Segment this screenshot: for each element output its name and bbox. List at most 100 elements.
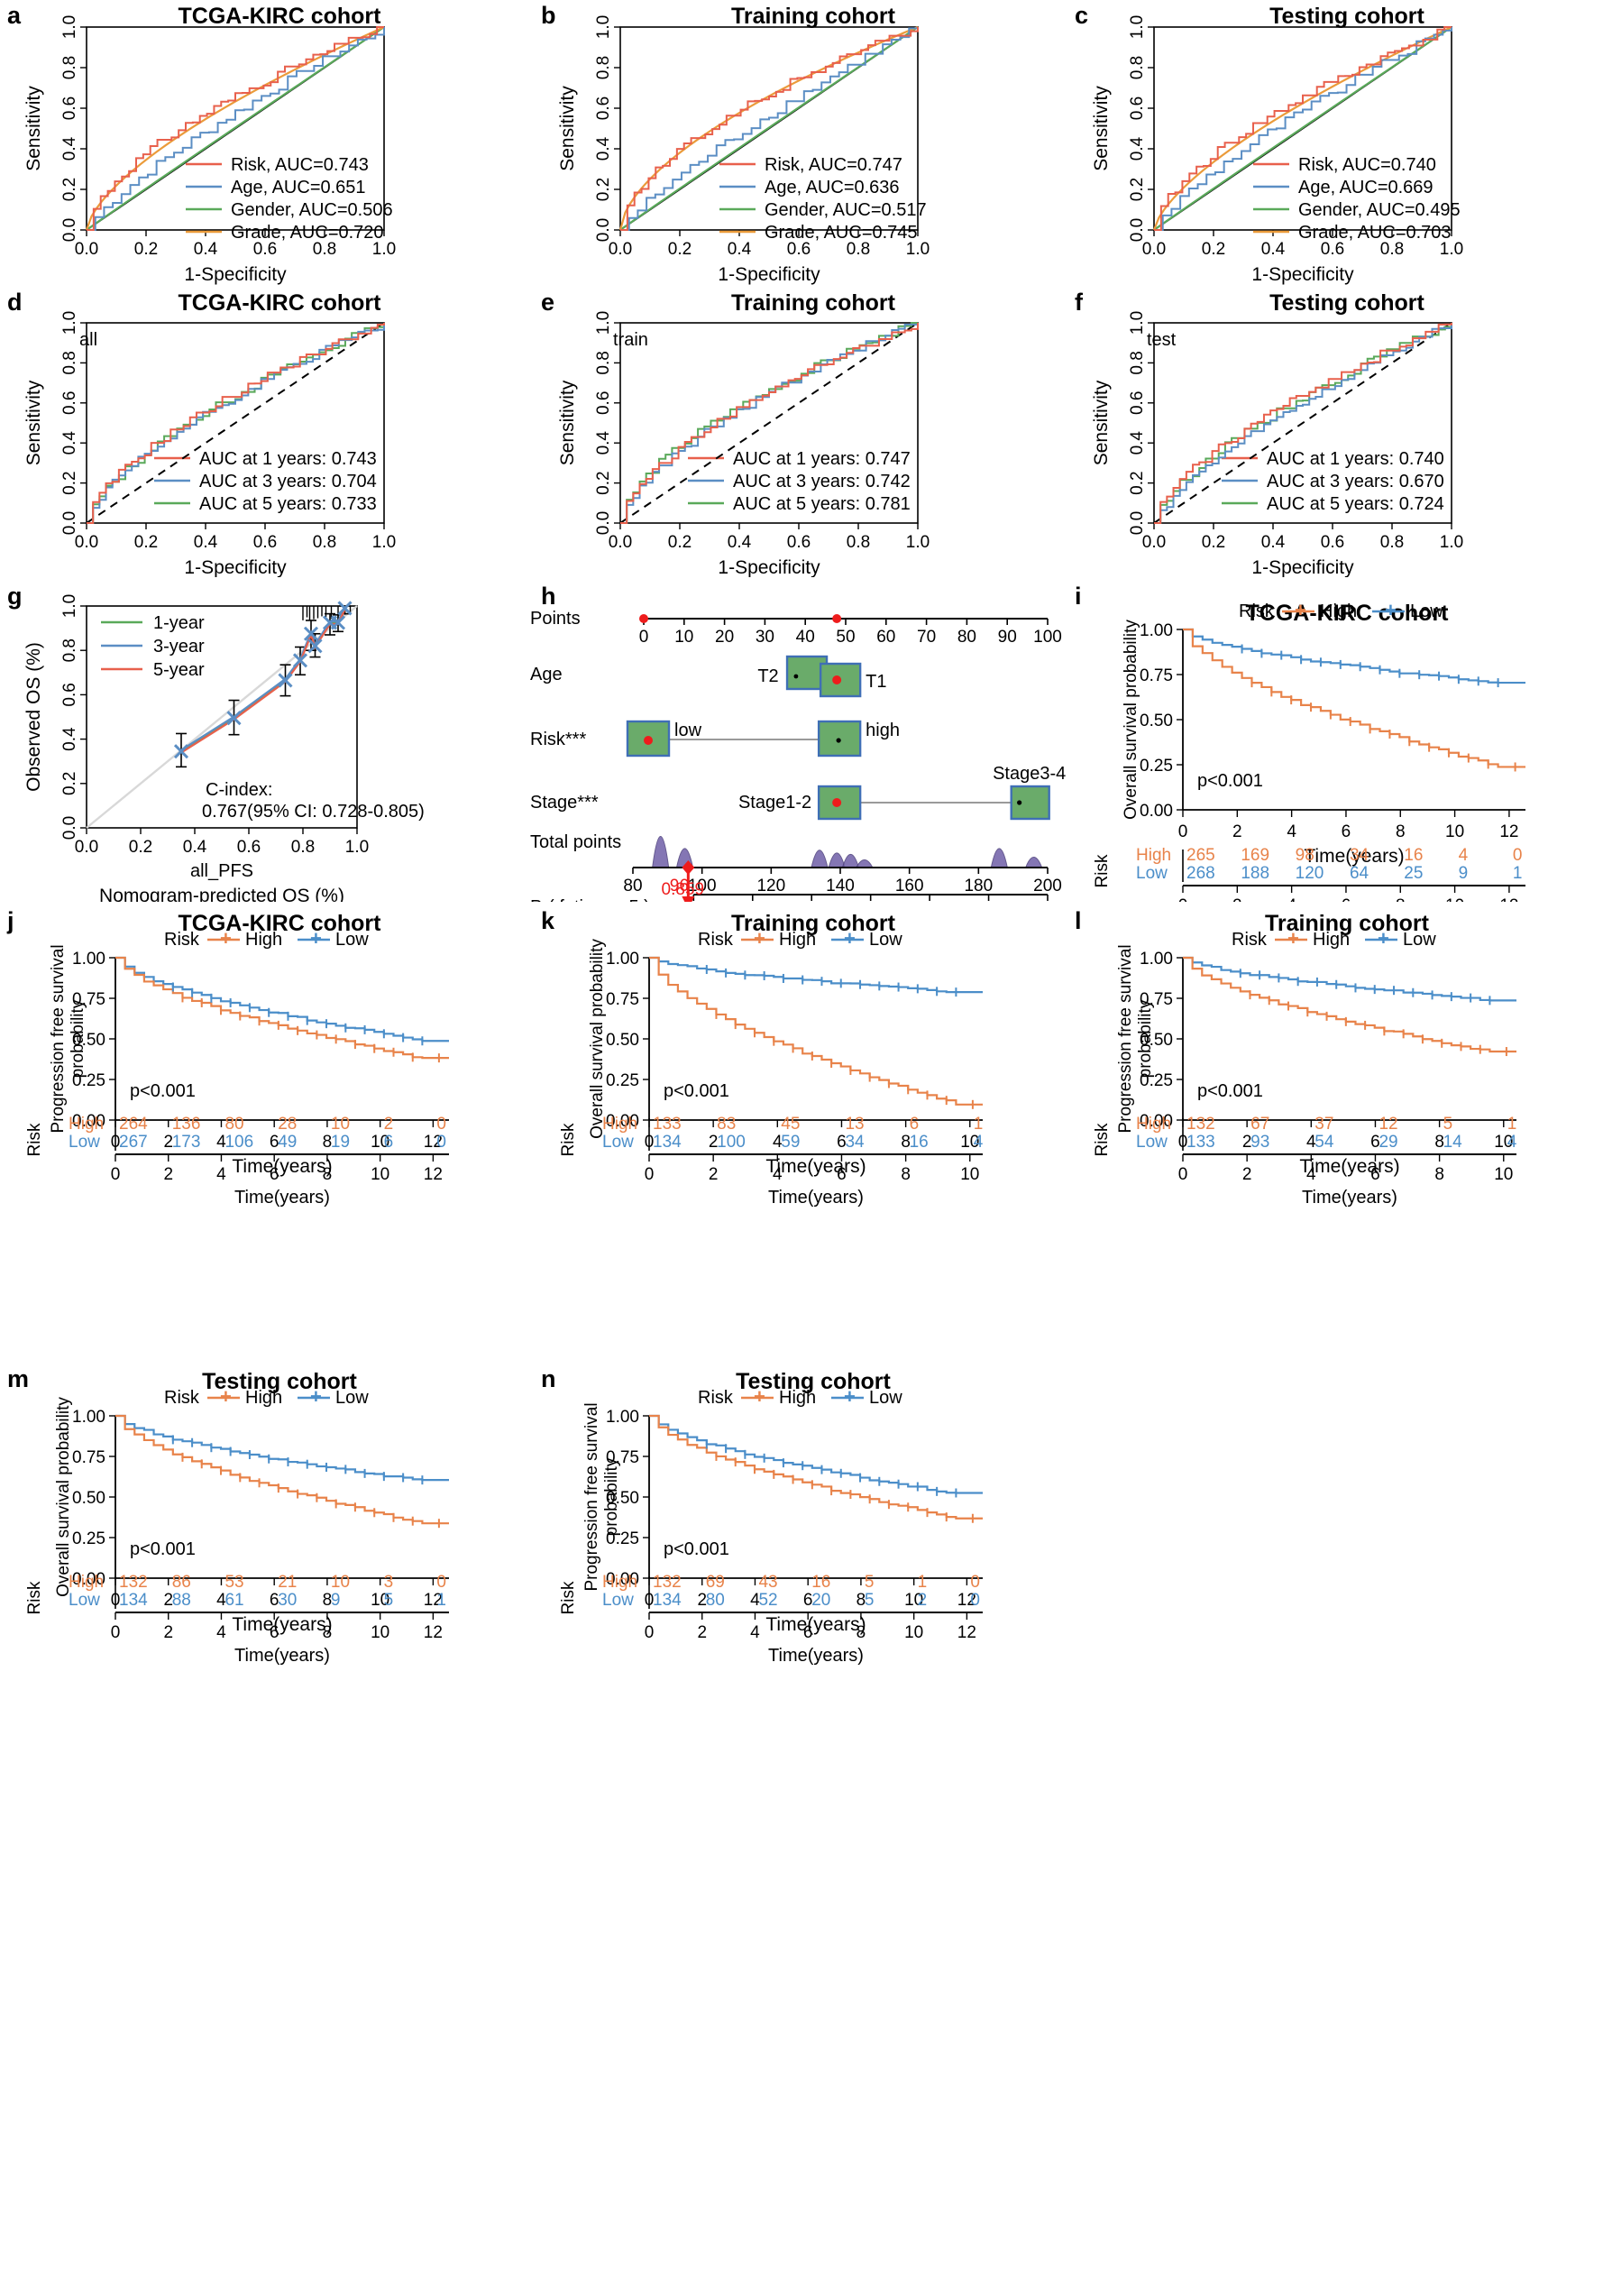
risk-table-count-high: 16: [1404, 846, 1423, 865]
x-tick-label: 0.2: [134, 240, 158, 259]
risk-table-tick-label: 0: [111, 1623, 121, 1642]
risk-table-count-low: 134: [119, 1591, 148, 1610]
y-axis-title-line2: probability: [69, 999, 87, 1078]
risk-table-count-high: 28: [278, 1115, 297, 1134]
km-curve-low: [1183, 629, 1525, 683]
x-tick-label: 0.6: [787, 240, 811, 259]
legend-label: 5-year: [153, 660, 205, 680]
roc-diagonal-dashed: [620, 323, 918, 523]
km-pvalue: p<0.001: [130, 1081, 196, 1101]
x-tick-label: 0.4: [728, 240, 752, 259]
risk-table-count-high: 0: [1513, 846, 1523, 865]
age-label-t1: T1: [866, 672, 886, 692]
risk-table-tick-label: 4: [773, 1165, 783, 1184]
x-tick-label: 0.8: [313, 533, 336, 552]
km-legend-symbol-low: +: [310, 927, 322, 950]
x-tick-label: 2: [1232, 822, 1242, 841]
total-points-tick-label: 80: [623, 877, 642, 895]
y-tick-label: 0.0: [60, 218, 79, 242]
y-tick-label: 0.4: [594, 136, 613, 161]
y-tick-label: 0.8: [60, 638, 79, 662]
legend-label: Risk, AUC=0.747: [765, 155, 902, 175]
risk-table-count-low: 29: [1379, 1133, 1397, 1152]
km-legend-label-low: Low: [869, 930, 902, 950]
risk-table-strata-high: High: [602, 1573, 637, 1592]
km-curve-low: [115, 1416, 449, 1480]
risk-table-title: Risk: [1093, 1123, 1112, 1156]
y-tick-label: 1.0: [60, 15, 79, 39]
x-axis-title: 1-Specificity: [718, 264, 820, 285]
x-tick-label: 0.8: [847, 533, 870, 552]
risk-table-count-high: 83: [717, 1115, 736, 1134]
km-legend-label-low: Low: [869, 1388, 902, 1408]
risk-table-count-high: 34: [1350, 846, 1369, 865]
risk-table-tick-label: 0: [1178, 1165, 1188, 1184]
legend-label: Age, AUC=0.651: [231, 178, 366, 197]
x-tick-label: 0.2: [668, 240, 692, 259]
risk-table-strata-high: High: [69, 1573, 104, 1592]
y-tick-label: 0.2: [1128, 178, 1147, 201]
x-tick-label: 12: [1499, 822, 1518, 841]
risk-table-tick-label: 12: [424, 1165, 443, 1184]
risk-table-strata-low: Low: [69, 1133, 100, 1152]
nomogram-row-label-risk: Risk***: [530, 730, 586, 749]
km-legend-symbol-high: +: [754, 927, 765, 950]
y-axis-title-line2: probability: [1136, 999, 1155, 1078]
c-index-label: C-index:: [206, 780, 272, 800]
risk-table-count-high: 37: [1314, 1115, 1333, 1134]
y-tick-label: 1.00: [1140, 621, 1173, 640]
risk-table-count-high: 12: [1379, 1115, 1397, 1134]
km-pvalue: p<0.001: [1197, 771, 1263, 791]
km-legend-symbol-high: +: [754, 1385, 765, 1408]
risk-table-tick-label: 10: [371, 1623, 389, 1642]
y-tick-label: 0.2: [60, 471, 79, 494]
y-axis-title: Overall survival probability: [54, 1397, 73, 1597]
risk-table-strata-low: Low: [602, 1591, 634, 1610]
km-legend-label-high: High: [1313, 930, 1350, 950]
legend-label: Gender, AUC=0.506: [231, 200, 393, 220]
risk-table-count-low: 59: [781, 1133, 800, 1152]
y-tick-label: 1.0: [60, 594, 79, 618]
points-tick-label: 100: [1033, 628, 1062, 647]
risk-table-tick-label: 2: [163, 1165, 173, 1184]
y-tick-label: 0.4: [60, 727, 79, 751]
x-tick-label: 0.4: [1261, 533, 1286, 552]
risk-table-count-low: 34: [845, 1133, 865, 1152]
calibration-plot-g: 0.00.0 0.2 0.2 0.4 0.4 0.6 0.6 0.8 0.8 1.0 1.0 all_…: [0, 577, 534, 902]
risk-table-count-high: 132: [1186, 1115, 1215, 1134]
y-tick-label: 0.75: [72, 1448, 105, 1467]
km-legend-symbol-high: +: [1287, 927, 1299, 950]
km-legend-label-low: Low: [335, 930, 369, 950]
km-legend-symbol-high: +: [1295, 599, 1306, 621]
y-tick-label: 0.8: [60, 351, 79, 374]
risk-table-count-low: 1: [436, 1591, 446, 1610]
legend-label: Risk, AUC=0.743: [231, 155, 369, 175]
x-tick-label: 0.6: [1321, 533, 1344, 552]
risk-table-tick-label: 8: [901, 1165, 911, 1184]
y-tick-label: 0.8: [1128, 56, 1147, 79]
risk-table-count-low: 268: [1186, 864, 1215, 883]
x-tick-label: 0.4: [728, 533, 752, 552]
y-tick-label: 1.0: [594, 15, 613, 39]
y-tick-label: 1.0: [594, 311, 613, 335]
nomogram-row-label-points: Points: [530, 609, 581, 629]
risk-table-tick-label: 12: [424, 1623, 443, 1642]
risk-table-strata-high: High: [1136, 846, 1171, 865]
km-pvalue: p<0.001: [664, 1539, 729, 1559]
y-tick-label: 0.8: [594, 56, 613, 79]
km-legend-label-high: High: [779, 930, 816, 950]
risk-table-count-high: 136: [172, 1115, 201, 1134]
c-index-value: 0.767(95% CI: 0.728-0.805): [202, 802, 425, 822]
x-axis-title: Time(years): [765, 1614, 866, 1635]
km-legend-title: Risk: [698, 1388, 734, 1408]
risk-table-count-high: 67: [1250, 1115, 1269, 1134]
risk-table-strata-high: High: [602, 1115, 637, 1134]
x-tick-label: 0.6: [237, 838, 261, 857]
x-tick-label: 0.2: [1202, 240, 1225, 259]
y-axis-title: Progression free survival: [49, 944, 68, 1133]
km-legend-label-low: Low: [335, 1388, 369, 1408]
y-tick-label: 0.0: [60, 511, 79, 535]
stage-marker: [832, 798, 841, 807]
risk-table-count-high: 169: [1241, 846, 1269, 865]
points-tick-label: 10: [674, 628, 693, 647]
